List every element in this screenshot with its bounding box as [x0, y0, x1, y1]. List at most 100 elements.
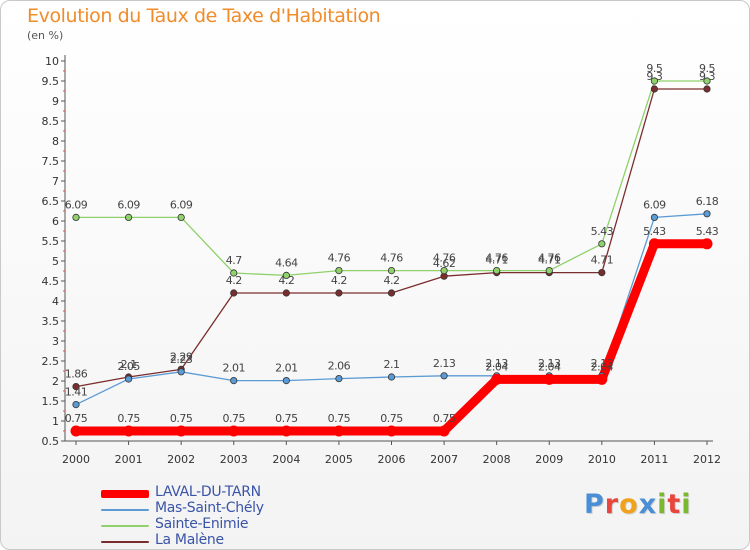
- x-tick-label: 2008: [483, 453, 511, 466]
- data-label: 2.04: [485, 360, 508, 373]
- data-label: 4.71: [538, 254, 561, 267]
- data-label: 5.43: [591, 225, 614, 238]
- x-tick-label: 2002: [167, 453, 195, 466]
- data-point: [650, 85, 659, 93]
- y-tick-label: 2.5: [42, 355, 60, 368]
- data-label: 9.3: [646, 70, 662, 83]
- data-point: [72, 213, 80, 221]
- data-label: 4.76: [380, 252, 403, 265]
- y-tick-label: 7: [52, 175, 59, 188]
- data-point: [230, 376, 238, 385]
- data-label: 4.2: [226, 274, 242, 287]
- data-label: 4.76: [328, 252, 351, 265]
- data-label: 0.75: [433, 412, 456, 425]
- data-label: 2.23: [170, 353, 193, 366]
- data-point: [440, 372, 448, 380]
- data-point: [230, 269, 238, 277]
- data-label: 9.5: [699, 62, 715, 75]
- data-point: [648, 238, 660, 250]
- y-tick-label: 0.5: [42, 435, 60, 448]
- data-label: 4.7: [226, 254, 242, 267]
- data-label: 5.43: [643, 225, 666, 238]
- data-point: [543, 373, 555, 385]
- x-tick-label: 2000: [62, 453, 90, 466]
- y-tick-label: 3: [52, 335, 59, 348]
- x-tick-label: 2006: [378, 453, 406, 466]
- unit-label: (en %): [27, 29, 64, 42]
- data-point: [493, 266, 501, 275]
- logo-letter: i: [657, 489, 668, 520]
- data-point: [70, 425, 82, 437]
- data-point: [280, 425, 292, 437]
- data-label: 4.2: [384, 274, 400, 287]
- data-label: 4.64: [275, 256, 298, 269]
- data-label: 4.2: [331, 274, 347, 287]
- y-tick-label: 2: [52, 375, 59, 388]
- legend-swatch: [101, 490, 149, 498]
- data-label: 1.86: [65, 368, 88, 381]
- logo-letter: r: [604, 489, 620, 520]
- data-label: 2.01: [223, 362, 246, 375]
- data-point: [282, 376, 290, 385]
- data-point: [124, 375, 133, 383]
- data-label: 5.43: [696, 225, 719, 238]
- x-tick-label: 2012: [693, 453, 721, 466]
- x-tick-label: 2011: [640, 453, 668, 466]
- y-tick-label: 3.5: [42, 315, 60, 328]
- data-point: [175, 425, 187, 437]
- y-tick-label: 8.5: [42, 115, 60, 128]
- data-point: [387, 266, 396, 275]
- data-label: 9.3: [699, 70, 715, 83]
- data-label: 0.75: [223, 412, 246, 425]
- data-label: 1.41: [65, 386, 88, 399]
- x-tick-label: 2010: [588, 453, 616, 466]
- data-point: [387, 289, 396, 297]
- legend-label: Sainte-Enimie: [155, 516, 249, 532]
- data-point: [440, 266, 448, 275]
- data-label: 2.06: [328, 360, 351, 373]
- data-point: [545, 266, 553, 275]
- logo-letter: t: [667, 489, 682, 520]
- x-tick-label: 2007: [430, 453, 458, 466]
- data-point: [333, 425, 345, 437]
- data-point: [387, 373, 396, 381]
- y-tick-label: 7.5: [42, 155, 60, 168]
- y-tick-label: 6.5: [42, 195, 60, 208]
- y-tick-label: 9.5: [42, 75, 60, 88]
- data-label: 6.09: [65, 198, 88, 211]
- y-tick-label: 4: [52, 295, 59, 308]
- data-label: 0.75: [380, 412, 403, 425]
- data-point: [703, 77, 711, 85]
- data-label: 2.01: [275, 362, 298, 375]
- x-tick-label: 2009: [535, 453, 563, 466]
- data-label: 0.75: [65, 412, 88, 425]
- data-label: 4.76: [485, 252, 508, 265]
- x-tick-label: 2001: [115, 453, 143, 466]
- logo-letter: o: [619, 489, 639, 520]
- proxiti-logo: Proxiti: [584, 489, 692, 520]
- y-tick-label: 5.5: [42, 235, 60, 248]
- data-label: 9.5: [646, 62, 662, 75]
- data-point: [282, 289, 290, 297]
- data-label: 2.29: [170, 350, 193, 363]
- data-point: [123, 425, 135, 437]
- data-point: [335, 289, 343, 297]
- data-point: [650, 213, 659, 221]
- data-point: [230, 289, 238, 297]
- x-tick-label: 2003: [220, 453, 248, 466]
- logo-letter: P: [584, 489, 605, 520]
- data-point: [650, 77, 659, 85]
- legend-swatch: [101, 541, 149, 543]
- data-label: 6.09: [643, 198, 666, 211]
- data-point: [491, 373, 503, 385]
- legend-swatch: [101, 509, 149, 511]
- data-label: 4.62: [433, 257, 456, 270]
- legend-label: Mas-Saint-Chély: [155, 500, 264, 516]
- data-label: 6.18: [696, 195, 719, 208]
- data-point: [228, 425, 240, 437]
- data-label: 4.71: [591, 254, 614, 267]
- data-label: 2.13: [591, 357, 614, 370]
- data-point: [596, 373, 608, 385]
- x-tick-label: 2005: [325, 453, 353, 466]
